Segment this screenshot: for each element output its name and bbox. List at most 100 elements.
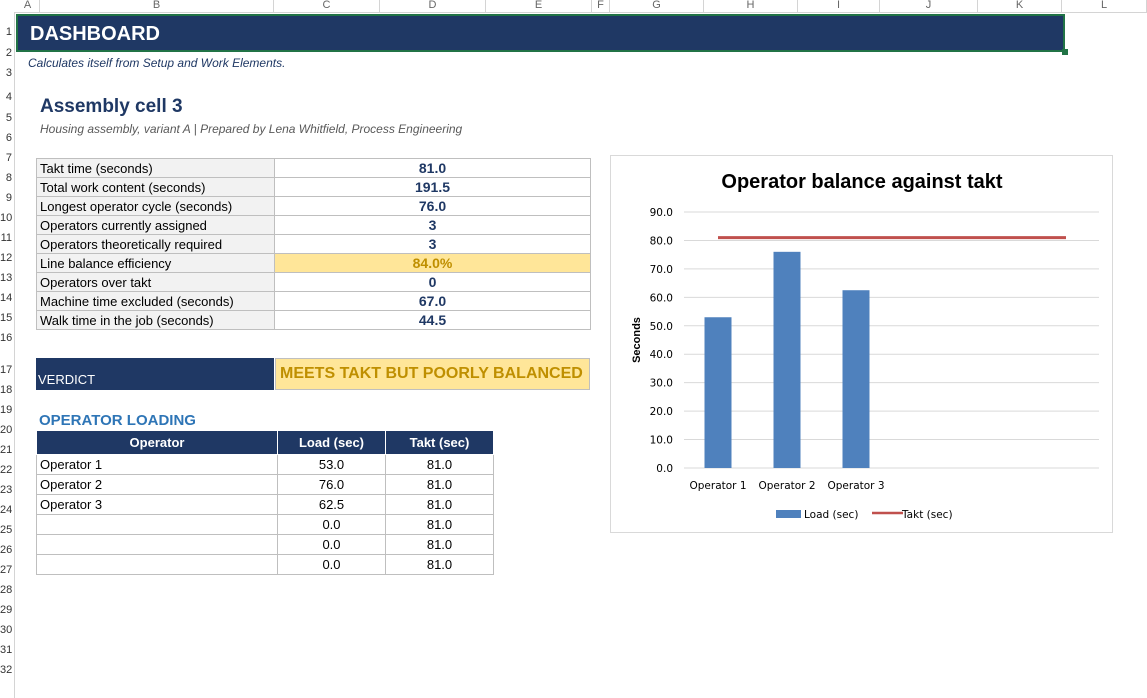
- column-header-c[interactable]: C: [274, 0, 380, 12]
- column-header-j[interactable]: J: [880, 0, 978, 12]
- row-header-3[interactable]: 3: [5, 67, 12, 79]
- takt-cell[interactable]: 81.0: [385, 554, 494, 575]
- row-header-16[interactable]: 16: [0, 332, 13, 344]
- row-header-18[interactable]: 18: [0, 384, 13, 396]
- load-cell[interactable]: 0.0: [277, 514, 386, 535]
- operator-cell[interactable]: [36, 554, 278, 575]
- takt-column-header[interactable]: Takt (sec): [385, 430, 494, 455]
- column-header-g[interactable]: G: [610, 0, 704, 12]
- takt-cell[interactable]: 81.0: [385, 514, 494, 535]
- dashboard-title-cell[interactable]: DASHBOARD: [16, 14, 1065, 52]
- load-cell[interactable]: 53.0: [277, 454, 386, 475]
- column-header-f[interactable]: F: [592, 0, 610, 12]
- column-header-l[interactable]: L: [1062, 0, 1147, 12]
- row-header-12[interactable]: 12: [0, 252, 13, 264]
- y-tick-label: 80.0: [650, 235, 673, 247]
- row-header-1[interactable]: 1: [5, 26, 12, 38]
- kpi-value[interactable]: 191.5: [274, 177, 591, 197]
- kpi-label[interactable]: Longest operator cycle (seconds): [36, 196, 275, 216]
- load-cell[interactable]: 0.0: [277, 534, 386, 555]
- kpi-value[interactable]: 3: [274, 215, 591, 235]
- column-header-k[interactable]: K: [978, 0, 1062, 12]
- operator-balance-chart[interactable]: Operator balance against takt Seconds 0.0 1…: [610, 155, 1113, 533]
- row-header-29[interactable]: 29: [0, 604, 13, 616]
- row-header-15[interactable]: 15: [0, 312, 13, 324]
- row-header-17[interactable]: 17: [0, 364, 13, 376]
- takt-cell[interactable]: 81.0: [385, 454, 494, 475]
- operator-cell[interactable]: Operator 3: [36, 494, 278, 515]
- row-header-11[interactable]: 11: [0, 232, 12, 244]
- row-header-14[interactable]: 14: [0, 292, 13, 304]
- kpi-row: Operators over takt 0: [36, 272, 591, 292]
- kpi-value[interactable]: 67.0: [274, 291, 591, 311]
- row-header-4[interactable]: 4: [5, 91, 12, 103]
- column-header-h[interactable]: H: [704, 0, 798, 12]
- fill-handle[interactable]: [1062, 49, 1068, 55]
- operator-cell[interactable]: Operator 1: [36, 454, 278, 475]
- row-header-8[interactable]: 8: [5, 172, 12, 184]
- kpi-label[interactable]: Machine time excluded (seconds): [36, 291, 275, 311]
- row-header-26[interactable]: 26: [0, 544, 13, 556]
- operator-cell[interactable]: [36, 514, 278, 535]
- kpi-row: Operators currently assigned 3: [36, 215, 591, 235]
- kpi-value[interactable]: 76.0: [274, 196, 591, 216]
- row-header-20[interactable]: 20: [0, 424, 13, 436]
- column-header-e[interactable]: E: [486, 0, 592, 12]
- kpi-label[interactable]: Takt time (seconds): [36, 158, 275, 178]
- column-header-a[interactable]: A: [16, 0, 40, 12]
- row-header-19[interactable]: 19: [0, 404, 13, 416]
- row-headers: 1 2 3 4 5 6 7 8 9 10 11 12 13 14 15 16 17 18 19 20 21 22 23 24 2…: [0, 12, 15, 698]
- row-header-32[interactable]: 32: [0, 664, 13, 676]
- row-header-6[interactable]: 6: [5, 132, 12, 144]
- row-header-13[interactable]: 13: [0, 272, 13, 284]
- load-cell[interactable]: 0.0: [277, 554, 386, 575]
- load-cell[interactable]: 76.0: [277, 474, 386, 495]
- kpi-value[interactable]: 44.5: [274, 310, 591, 330]
- row-header-25[interactable]: 25: [0, 524, 13, 536]
- row-header-23[interactable]: 23: [0, 484, 13, 496]
- kpi-label[interactable]: Total work content (seconds): [36, 177, 275, 197]
- dashboard-subtitle: Calculates itself from Setup and Work El…: [28, 56, 286, 70]
- kpi-value[interactable]: 0: [274, 272, 591, 292]
- operator-cell[interactable]: Operator 2: [36, 474, 278, 495]
- kpi-value[interactable]: 3: [274, 234, 591, 254]
- takt-cell[interactable]: 81.0: [385, 494, 494, 515]
- y-tick-label: 0.0: [656, 463, 673, 475]
- load-cell[interactable]: 62.5: [277, 494, 386, 515]
- load-column-header[interactable]: Load (sec): [277, 430, 386, 455]
- column-header-i[interactable]: I: [798, 0, 880, 12]
- y-tick-label: 20.0: [650, 406, 673, 418]
- kpi-label[interactable]: Operators theoretically required: [36, 234, 275, 254]
- kpi-value[interactable]: 81.0: [274, 158, 591, 178]
- row-header-22[interactable]: 22: [0, 464, 13, 476]
- row-header-2[interactable]: 2: [5, 47, 12, 59]
- y-tick-label: 60.0: [650, 292, 673, 304]
- row-header-31[interactable]: 31: [0, 644, 13, 656]
- row-header-30[interactable]: 30: [0, 624, 13, 636]
- kpi-label[interactable]: Walk time in the job (seconds): [36, 310, 275, 330]
- row-header-28[interactable]: 28: [0, 584, 13, 596]
- kpi-label[interactable]: Operators currently assigned: [36, 215, 275, 235]
- row-header-21[interactable]: 21: [0, 444, 13, 456]
- column-header-d[interactable]: D: [380, 0, 486, 12]
- verdict-label[interactable]: VERDICT: [36, 358, 274, 390]
- row-header-5[interactable]: 5: [5, 112, 12, 124]
- row-header-7[interactable]: 7: [5, 152, 12, 164]
- row-header-10[interactable]: 10: [0, 212, 13, 224]
- operator-column-header[interactable]: Operator: [36, 430, 278, 455]
- operator-cell[interactable]: [36, 534, 278, 555]
- row-header-24[interactable]: 24: [0, 504, 13, 516]
- kpi-label[interactable]: Line balance efficiency: [36, 253, 275, 273]
- y-tick-label: 90.0: [650, 207, 673, 219]
- kpi-label[interactable]: Operators over takt: [36, 272, 275, 292]
- table-row: 0.0 81.0: [36, 514, 494, 535]
- verdict-value[interactable]: MEETS TAKT BUT POORLY BALANCED: [275, 358, 590, 390]
- column-header-b[interactable]: B: [40, 0, 274, 12]
- cell-title: Assembly cell 3: [40, 96, 183, 117]
- takt-cell[interactable]: 81.0: [385, 534, 494, 555]
- row-header-27[interactable]: 27: [0, 564, 13, 576]
- kpi-value[interactable]: 84.0%: [274, 253, 591, 273]
- row-header-9[interactable]: 9: [5, 192, 12, 204]
- legend-load-swatch: [776, 510, 801, 518]
- takt-cell[interactable]: 81.0: [385, 474, 494, 495]
